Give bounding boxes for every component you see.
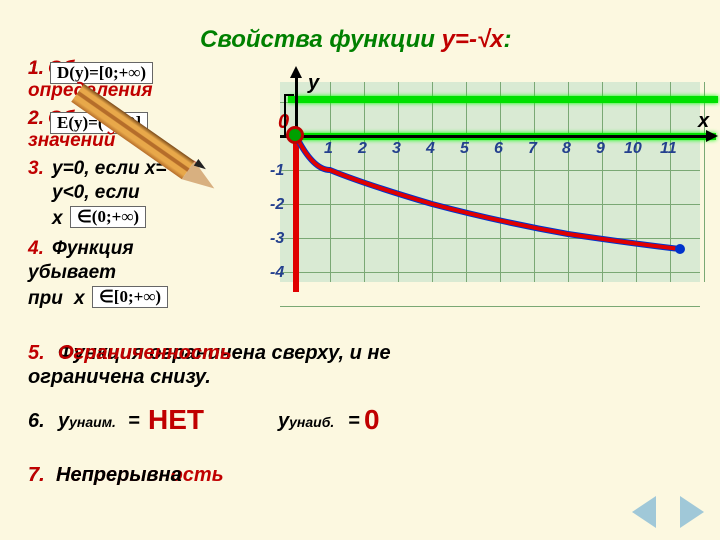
item3-line3: х	[52, 208, 63, 230]
item6-eq1: =	[128, 410, 140, 433]
properties-list-bottom: 5. Функция ограничена сверху, и не Огран…	[28, 342, 668, 508]
item-5: 5. Функция ограничена сверху, и не Огран…	[28, 342, 668, 392]
origin-point-icon	[286, 126, 304, 144]
item7-label-b: Непрерывна	[56, 464, 182, 487]
item2-num-red: 2.	[28, 108, 44, 130]
item3-line2: у<0, если	[52, 182, 140, 204]
item5-overlay: Ограниченность	[58, 342, 232, 365]
title-prefix: Свойства функции	[200, 26, 442, 53]
item4-line3: при	[28, 288, 63, 310]
item3-line1: у=0, если х=	[52, 158, 167, 180]
function-chart: у х 0 1 2 3 4 5 6 7 8 9 10 11 -1 -2 -3 -…	[200, 76, 700, 296]
item-7: 7. 7. Непрерывность Непрерывна	[28, 464, 668, 494]
item4-line1: Функция	[52, 238, 134, 260]
item6-num: 6.	[28, 410, 45, 433]
item4-num: 4.	[28, 238, 44, 260]
item1-num-red: 1.	[28, 58, 44, 80]
item6-ymax-sub: унаиб.	[289, 414, 334, 430]
curve-svg	[200, 76, 720, 296]
item2-label-b: значений	[28, 130, 115, 152]
item6-ymin-val: НЕТ	[148, 404, 204, 436]
item6-ymax: уунаиб.	[278, 410, 334, 433]
item3-formula: ∈(0;+∞)	[70, 206, 146, 228]
page-title: Свойства функции y=-√x:	[200, 26, 511, 54]
item5-text-part2: ограничена снизу.	[28, 366, 211, 389]
item5-num: 5.	[28, 342, 45, 365]
title-func: y=-√x	[442, 26, 504, 53]
item3-num: 3.	[28, 158, 44, 180]
item4-line2: убывает	[28, 262, 116, 284]
item6-ymin-sub: унаим.	[69, 414, 116, 430]
item-6: 6. уунаим. = НЕТ уунаиб. = 0	[28, 406, 668, 446]
item7-num-red: 7.	[28, 464, 45, 487]
item6-ymax-val: 0	[364, 404, 380, 436]
item6-eq2: =	[348, 410, 360, 433]
item4-formula: ∈[0;+∞)	[92, 286, 168, 308]
title-suffix: :	[503, 26, 511, 53]
nav-next-button[interactable]	[680, 496, 704, 528]
item6-ymin: уунаим.	[58, 410, 116, 433]
nav-prev-button[interactable]	[632, 496, 656, 528]
item4-line3b: х	[74, 288, 85, 310]
